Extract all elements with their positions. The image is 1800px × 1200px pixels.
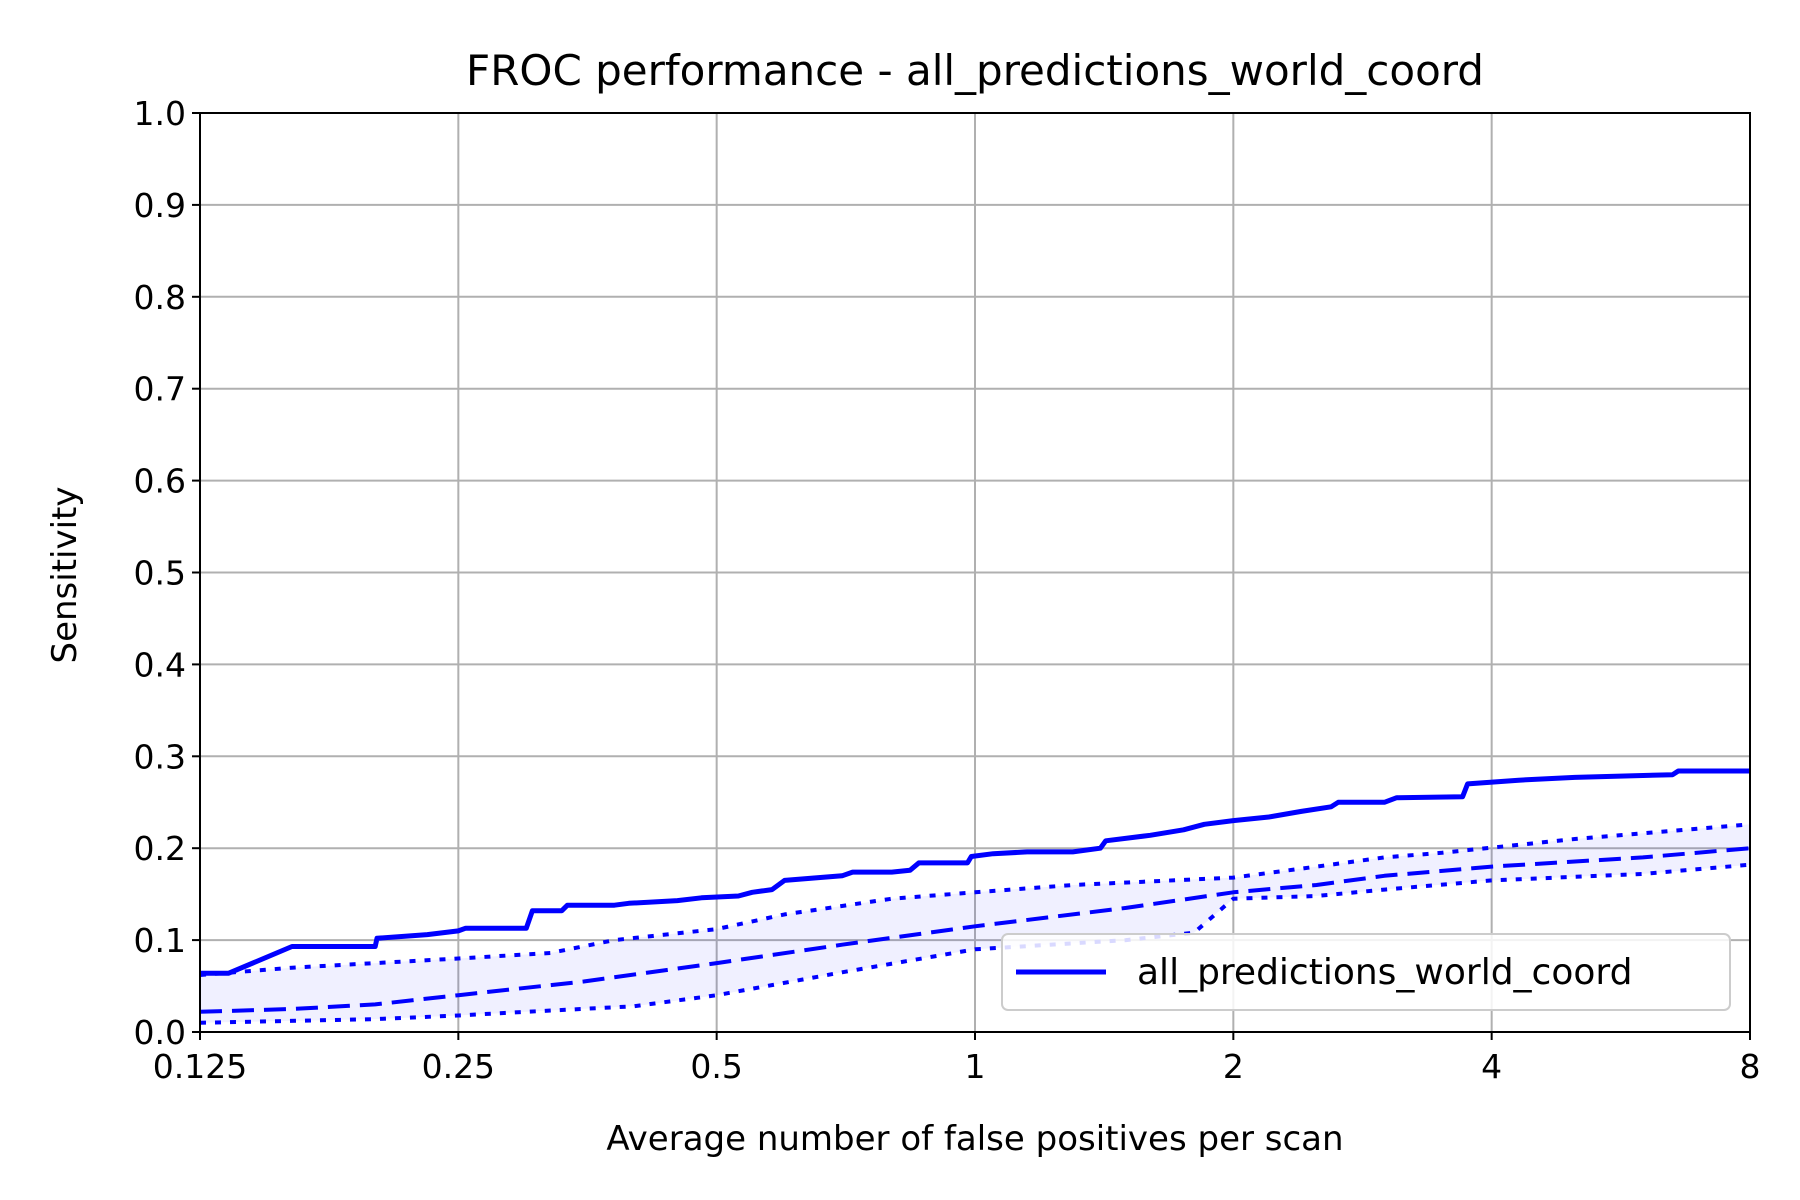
y-tick-label: 0.7 — [134, 370, 186, 409]
legend-label: all_predictions_world_coord — [1137, 952, 1632, 993]
legend: all_predictions_world_coord — [1001, 933, 1731, 1011]
confidence-band — [200, 824, 1750, 1023]
chart-title: FROC performance - all_predictions_world… — [466, 46, 1484, 95]
y-tick-label: 0.0 — [134, 1013, 186, 1052]
y-tick-label: 0.9 — [134, 186, 186, 225]
series-line-mean — [199, 846, 1751, 1014]
y-tick-label: 0.4 — [134, 645, 186, 684]
y-tick-label: 0.6 — [134, 462, 186, 501]
y-tick-label: 0.1 — [134, 921, 186, 960]
x-axis-ticks: 0.125 0.25 0.5 1 2 4 8 — [153, 1032, 1761, 1086]
series-line-main — [200, 768, 1750, 976]
y-axis-ticks: 0.0 0.1 0.2 0.3 0.4 0.5 0.6 0.7 0.8 0.9 1.0 — [134, 94, 200, 1052]
x-tick-label: 0.125 — [153, 1047, 247, 1086]
x-tick-label: 4 — [1481, 1047, 1502, 1086]
x-tick-label: 0.5 — [690, 1047, 742, 1086]
y-tick-label: 1.0 — [134, 94, 186, 133]
confidence-band-area — [200, 824, 1750, 1023]
x-axis-label: Average number of false positives per sc… — [606, 1119, 1343, 1159]
x-tick-label: 2 — [1223, 1047, 1244, 1086]
x-tick-label: 0.25 — [422, 1047, 495, 1086]
y-tick-label: 0.3 — [134, 737, 186, 776]
legend-box — [1001, 933, 1731, 1011]
y-tick-label: 0.5 — [134, 554, 186, 593]
x-tick-label: 1 — [965, 1047, 986, 1086]
series-line-bound — [199, 822, 1751, 977]
y-axis-label: Sensitivity — [45, 486, 85, 663]
y-tick-label: 0.2 — [134, 829, 186, 868]
x-tick-label: 8 — [1740, 1047, 1761, 1086]
y-tick-label: 0.8 — [134, 278, 186, 317]
